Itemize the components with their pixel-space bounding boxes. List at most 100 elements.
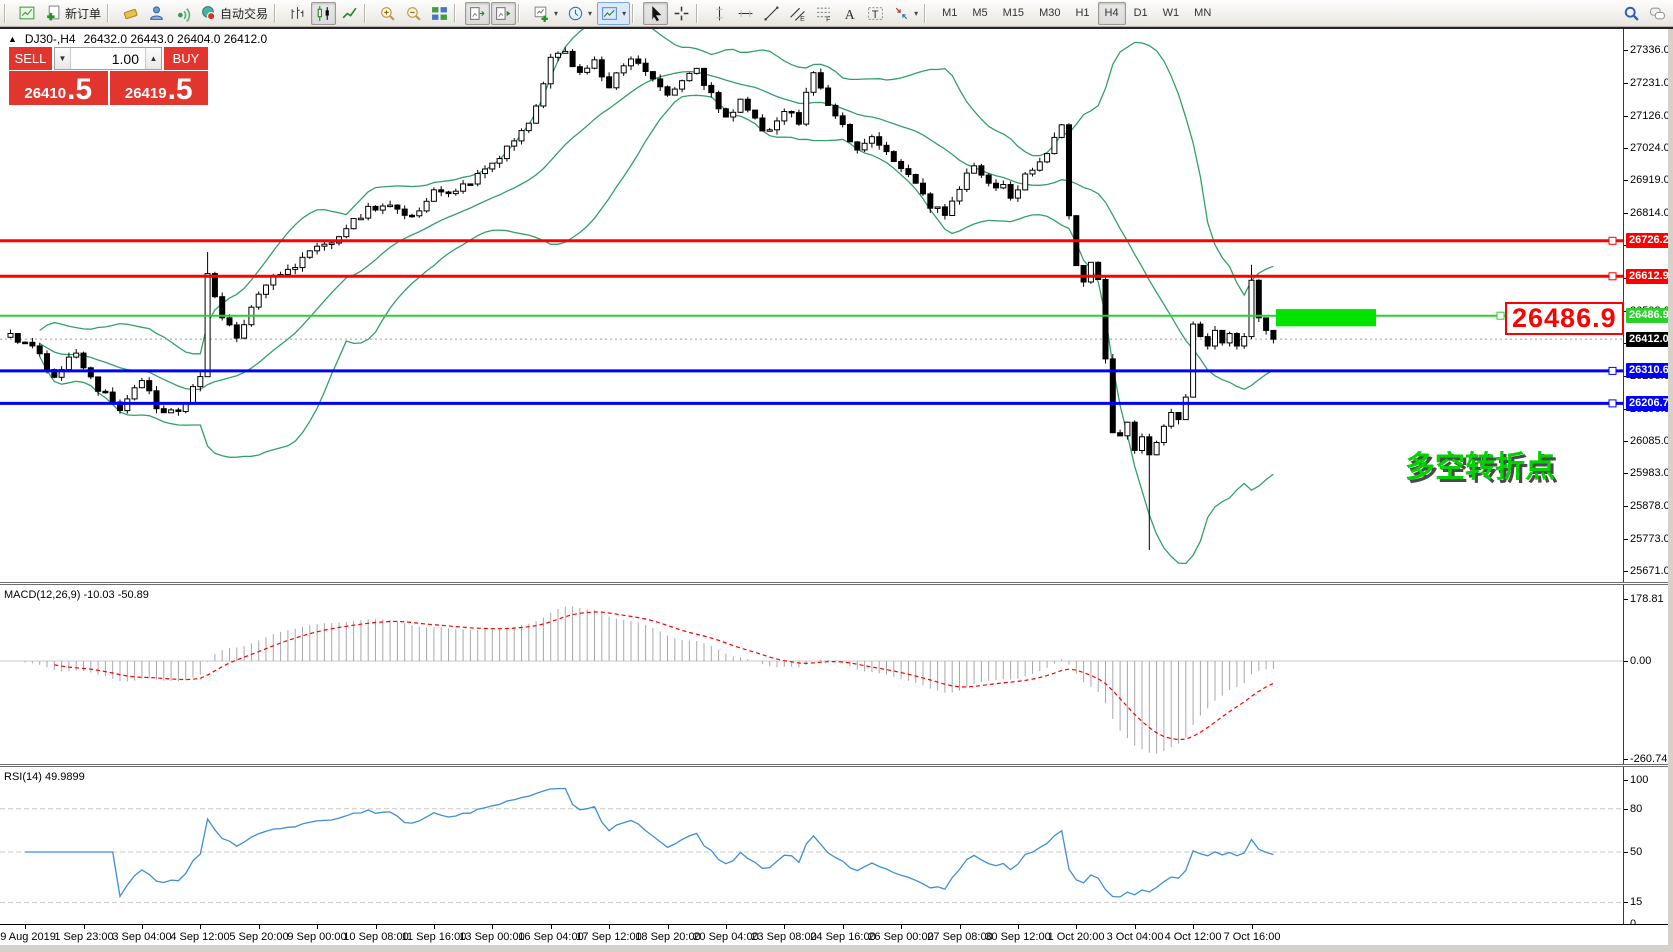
candlestick-chart-icon [315,5,332,22]
buy-price-button[interactable]: 26419 .5 [109,71,208,106]
cursor-tool-button[interactable] [643,1,669,25]
time-tick [376,925,377,929]
candlestick-chart-button[interactable] [311,1,337,25]
rsi-tick-label: 80 [1630,803,1643,815]
toolbar-grip [697,3,704,23]
signals-button[interactable] [170,2,195,25]
periods-dropdown[interactable]: ▾ [563,2,596,25]
line-chart-button[interactable] [337,2,362,25]
svg-text:F: F [826,16,830,22]
horizontal-line-tool[interactable] [733,2,758,25]
fibonacci-tool[interactable]: F [811,2,836,25]
community-chat-button[interactable] [1645,2,1670,25]
eraser-button[interactable] [118,2,143,25]
chart-shift-button[interactable] [465,1,491,25]
zoom-out-button[interactable] [401,2,426,25]
sell-price-button[interactable]: 26410 .5 [9,71,108,105]
timeframe-m1[interactable]: M1 [942,7,958,19]
crosshair-tool-button[interactable] [669,2,694,25]
new-order-button[interactable]: 新订单 [41,2,105,25]
timeframe-mn[interactable]: MN [1194,7,1212,19]
text-tool[interactable]: A [837,2,862,25]
trendline-tool[interactable] [759,2,784,25]
buy-button[interactable]: BUY [164,47,208,70]
market-watch-icon[interactable] [15,2,40,25]
time-label: 24 Sep 16:00 [810,931,876,943]
price-level-callout[interactable]: 26486.9 [1505,302,1624,335]
toolbar-grip [455,3,462,23]
price-badge: 26612.9 [1626,269,1672,284]
volume-decrease-button[interactable]: ▼ [55,48,71,69]
crosshair-icon [673,5,690,22]
timeframe-m5[interactable]: M5 [972,7,988,19]
price-badge: 26726.2 [1626,233,1672,248]
new-chart-dropdown[interactable]: ▾ [529,2,562,25]
search-button[interactable] [1619,2,1644,25]
timeframe-w1[interactable]: W1 [1162,7,1180,19]
macd-label: MACD(12,26,9) -10.03 -50.89 [4,589,149,601]
rsi-tick-label: 50 [1630,846,1643,858]
autotrading-icon [200,5,217,22]
price-tick-label: 27231.0 [1630,77,1670,89]
price-tick [1624,539,1628,540]
tile-windows-button[interactable] [427,2,452,25]
strategy-tester-button[interactable] [144,2,169,25]
price-tick [1624,473,1628,474]
time-label: 4 Sep 12:00 [170,931,230,943]
time-label: 3 Sep 04:00 [112,931,172,943]
time-label: 1 Oct 20:00 [1047,931,1105,943]
volume-input[interactable]: 1.00 [111,50,139,67]
price-badge: 26412.0 [1626,332,1672,347]
timeframe-h1[interactable]: H1 [1075,7,1090,19]
timeframe-h4[interactable]: H4 [1097,1,1126,25]
buy-price-pip: .5 [167,73,193,106]
timeframe-m30[interactable]: M30 [1039,7,1061,19]
time-tick [609,925,610,929]
chevron-down-icon: ▾ [622,8,627,18]
templates-dropdown[interactable]: ▾ [597,1,631,25]
bar-chart-icon [289,5,306,22]
time-label: 11 Sep 16:00 [401,931,467,943]
sell-button[interactable]: SELL [9,47,52,70]
price-tick-label: 26814.0 [1630,207,1670,219]
time-tick [1252,925,1253,929]
arrows-tool-dropdown[interactable]: ▾ [889,2,922,25]
rsi-tick [1624,852,1628,853]
channel-tool[interactable]: E [785,2,810,25]
zoom-in-button[interactable] [375,2,400,25]
periods-icon [567,5,584,22]
text-label-tool[interactable]: T [863,2,888,25]
time-tick [551,925,552,929]
macd-tick-label: 0.00 [1630,655,1652,667]
chinese-annotation-text[interactable]: 多空转折点 [1405,451,1555,484]
fibonacci-icon: F [815,5,832,22]
volume-increase-button[interactable]: ▲ [145,48,161,69]
macd-tick [1624,599,1628,600]
time-label: 18 Sep 20:00 [635,931,701,943]
price-pane[interactable]: ▲ DJ30-,H4 26432.0 26443.0 26404.0 26412… [0,17,1673,582]
price-tick [1624,180,1628,181]
svg-text:A: A [845,6,855,21]
collapse-panel-icon[interactable]: ▲ [8,34,17,44]
time-label: 9 Sep 00:00 [287,931,347,943]
auto-scroll-button[interactable] [491,1,517,25]
autotrading-button-label: 自动交易 [220,6,269,21]
price-tick-label: 25878.0 [1630,500,1670,512]
autotrading-button[interactable]: 自动交易 [196,2,272,25]
time-tick [1018,925,1019,929]
time-tick [843,925,844,929]
candlestick-chart[interactable] [0,17,1623,587]
price-tick [1624,441,1628,442]
timeframe-d1[interactable]: D1 [1133,7,1148,19]
price-tick-label: 25671.0 [1630,565,1670,577]
price-tick-label: 26085.0 [1630,435,1670,447]
cursor-icon [647,5,664,22]
time-label: 17 Sep 12:00 [576,931,642,943]
bar-chart-button[interactable] [285,2,310,25]
time-tick [317,925,318,929]
timeframe-m15[interactable]: M15 [1002,7,1025,19]
rsi-label: RSI(14) 49.9899 [4,771,85,783]
channel-icon: E [789,5,806,22]
vertical-line-tool[interactable] [707,2,732,25]
price-tick-label: 27126.0 [1630,110,1670,122]
